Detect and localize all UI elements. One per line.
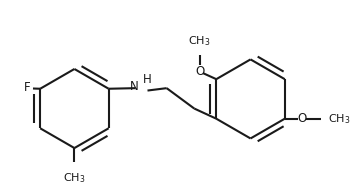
Text: F: F xyxy=(24,81,31,94)
Text: CH$_3$: CH$_3$ xyxy=(328,112,350,126)
Text: O: O xyxy=(195,65,204,78)
Text: methoxy: methoxy xyxy=(0,185,1,186)
Text: CH$_3$: CH$_3$ xyxy=(63,171,86,185)
Text: CH$_3$: CH$_3$ xyxy=(188,34,211,48)
Text: O: O xyxy=(297,112,306,125)
Text: H: H xyxy=(143,73,151,86)
Text: N: N xyxy=(130,81,138,93)
